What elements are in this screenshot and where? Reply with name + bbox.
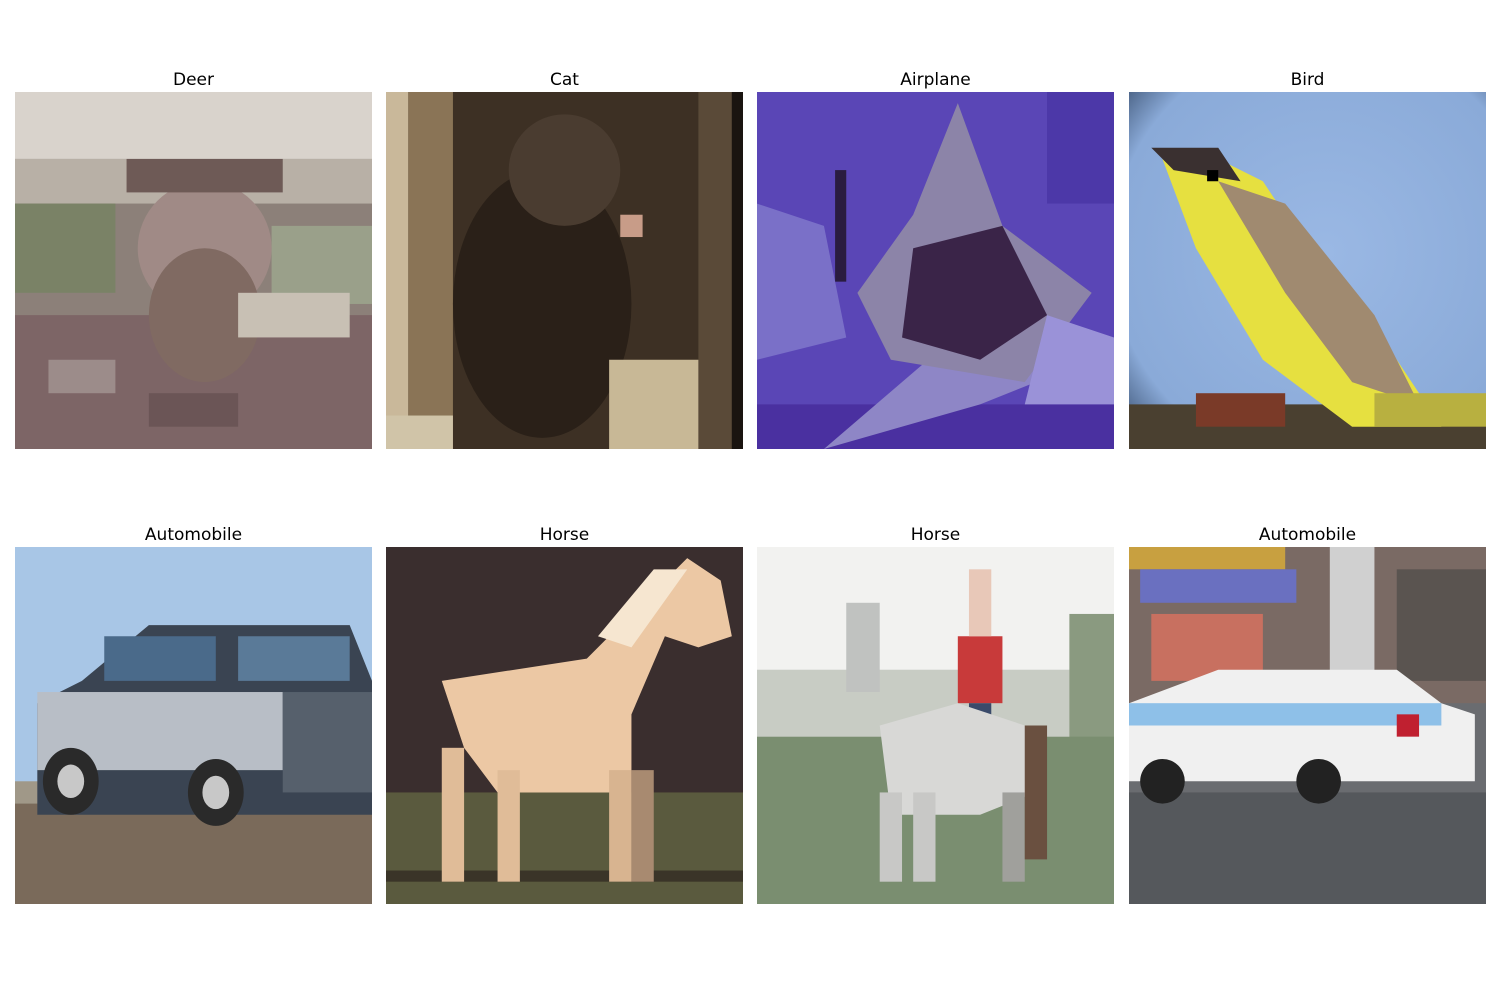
horse-with-rider-image	[757, 547, 1114, 904]
panel-title: Automobile	[144, 525, 243, 545]
panel-title: Horse	[539, 525, 590, 545]
panel-title: Automobile	[1258, 525, 1357, 545]
panel-title: Horse	[910, 525, 961, 545]
airplane-image	[757, 92, 1114, 449]
horse-image	[386, 547, 743, 904]
bird-image	[1129, 92, 1486, 449]
panel-title: Bird	[1290, 70, 1325, 90]
cat-image	[386, 92, 743, 449]
panel-title: Airplane	[900, 70, 971, 90]
panel-title: Deer	[173, 70, 214, 90]
automobile-image	[15, 547, 372, 904]
police-car-image	[1129, 547, 1486, 904]
panel-title: Cat	[550, 70, 579, 90]
deer-image	[15, 92, 372, 449]
